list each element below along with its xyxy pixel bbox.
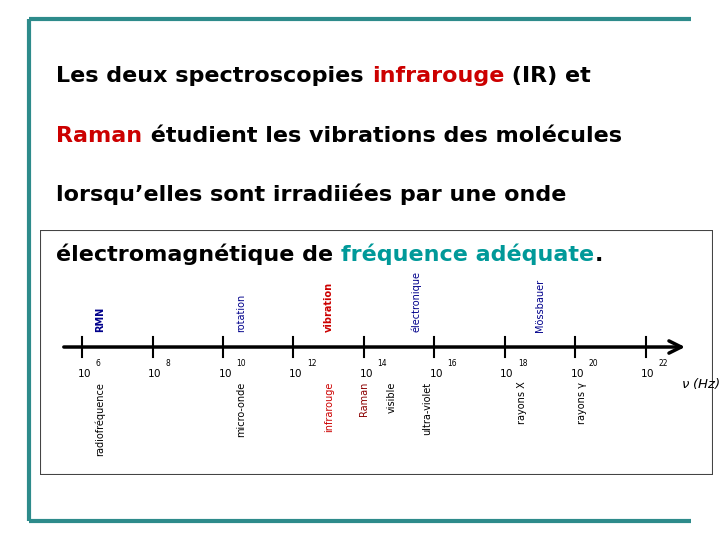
Text: $10$: $10$ [148, 367, 162, 379]
Text: $10$: $10$ [217, 367, 233, 379]
Text: $\nu$ (Hz): $\nu$ (Hz) [681, 376, 720, 392]
Text: Raman: Raman [56, 126, 143, 146]
Text: $10$: $10$ [570, 367, 585, 379]
Text: micro-onde: micro-onde [235, 382, 246, 437]
Text: 22: 22 [659, 359, 668, 368]
Text: .: . [595, 245, 603, 265]
Text: Les deux spectroscopies: Les deux spectroscopies [56, 66, 372, 86]
Text: RMN: RMN [95, 307, 105, 332]
Text: rayons X: rayons X [518, 382, 527, 424]
Text: 8: 8 [166, 359, 171, 368]
Text: vibration: vibration [324, 282, 333, 332]
Text: $10$: $10$ [77, 367, 91, 379]
Text: 20: 20 [588, 359, 598, 368]
Text: 14: 14 [377, 359, 387, 368]
Text: électronique: électronique [411, 271, 422, 332]
Text: infrarouge: infrarouge [372, 66, 504, 86]
Text: ultra-violet: ultra-violet [422, 382, 432, 435]
Text: 16: 16 [448, 359, 457, 368]
Text: $10$: $10$ [640, 367, 654, 379]
Text: Mössbauer: Mössbauer [535, 279, 545, 332]
Text: fréquence adéquate: fréquence adéquate [341, 244, 595, 265]
Text: $10$: $10$ [429, 367, 444, 379]
Text: lorsqu’elles sont irradiiées par une onde: lorsqu’elles sont irradiiées par une ond… [56, 184, 567, 205]
Text: $10$: $10$ [500, 367, 514, 379]
Text: rotation: rotation [235, 294, 246, 332]
Text: Raman: Raman [359, 382, 369, 416]
Text: 6: 6 [96, 359, 100, 368]
Text: 18: 18 [518, 359, 528, 368]
Text: rayons γ: rayons γ [577, 382, 588, 424]
Text: étudient les vibrations des molécules: étudient les vibrations des molécules [143, 126, 621, 146]
Text: 12: 12 [307, 359, 316, 368]
Text: $10$: $10$ [359, 367, 373, 379]
Text: électromagnétique de: électromagnétique de [56, 244, 341, 265]
Text: infrarouge: infrarouge [324, 382, 333, 432]
Text: radiofréquence: radiofréquence [94, 382, 105, 456]
Text: visible: visible [387, 382, 397, 413]
Text: $10$: $10$ [288, 367, 302, 379]
Text: 10: 10 [236, 359, 246, 368]
Text: (IR) et: (IR) et [504, 66, 591, 86]
